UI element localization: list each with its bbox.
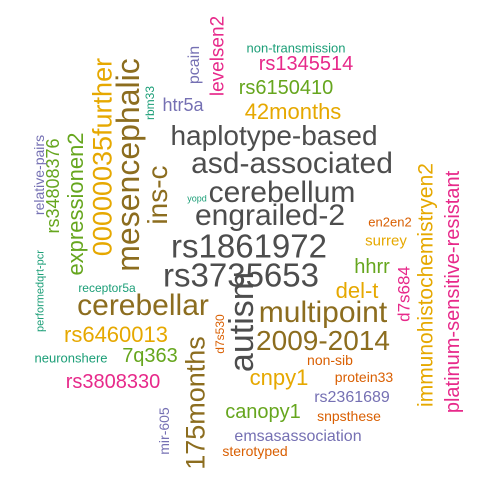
word-engrailed-2: engrailed-2 [194, 199, 346, 232]
word-00000035further: 00000035further [87, 57, 118, 257]
word-multipoint: multipoint [258, 296, 388, 329]
word-mir-605: mir-605 [156, 407, 172, 455]
word-yopd: yopd [187, 193, 207, 204]
word-levelsen2: levelsen2 [207, 15, 229, 97]
word-d7s530: d7s530 [213, 314, 227, 354]
word-neuronshere: neuronshere [34, 350, 108, 366]
word-ins-c: ins-c [142, 165, 173, 225]
word-asd-associated: asd-associated [191, 147, 393, 180]
word-rbm33: rbm33 [143, 85, 157, 121]
word-d7s684: d7s684 [394, 266, 414, 322]
word-rs3735653: rs3735653 [163, 256, 319, 294]
word-relative-pairs: relative-pairs [31, 134, 47, 216]
word-platinum-sensitive-resistant: platinum-sensitive-resistant [442, 170, 464, 414]
word-del-t: del-t [335, 278, 379, 303]
word-receptor5a: receptor5a [78, 281, 136, 295]
word-7q363: 7q363 [122, 345, 178, 367]
word-cnpy1: cnpy1 [249, 365, 309, 390]
word-2009-2014: 2009-2014 [256, 325, 390, 356]
word-rs6460013: rs6460013 [64, 322, 168, 347]
word-cerebellum: cerebellum [208, 176, 356, 209]
word-rs3808330: rs3808330 [65, 371, 161, 393]
word-rs6150410: rs6150410 [238, 77, 334, 99]
word-sterotyped: sterotyped [222, 443, 288, 459]
word-immunohistochemistryen2: immunohistochemistryen2 [414, 163, 438, 407]
word-emsasassociation: emsasassociation [234, 428, 362, 445]
word-pcain: pcain [186, 45, 203, 85]
word-42months: 42months [244, 99, 342, 124]
word-non-transmission: non-transmission [246, 40, 346, 56]
word-snpsthese: snpsthese [317, 408, 381, 424]
word-expressionen2: expressionen2 [63, 132, 88, 276]
word-rs1345514: rs1345514 [258, 53, 354, 75]
word-performedqrt-pcr: performedqrt-pcr [34, 250, 47, 332]
word-canopy1: canopy1 [225, 401, 301, 423]
word-hhrr: hhrr [354, 256, 390, 278]
word-non-sib: non-sib [307, 352, 353, 368]
word-rs2361689: rs2361689 [314, 389, 390, 406]
word-rs1861972: rs1861972 [171, 227, 327, 265]
word-surrey: surrey [365, 232, 407, 250]
word-htr5a: htr5a [162, 95, 204, 115]
word-haplotype-based: haplotype-based [170, 120, 378, 151]
word-protein33: protein33 [334, 369, 394, 385]
word-en2en2: en2en2 [368, 214, 412, 230]
word-cerebellar: cerebellar [77, 289, 209, 322]
word-175months: 175months [180, 336, 211, 470]
